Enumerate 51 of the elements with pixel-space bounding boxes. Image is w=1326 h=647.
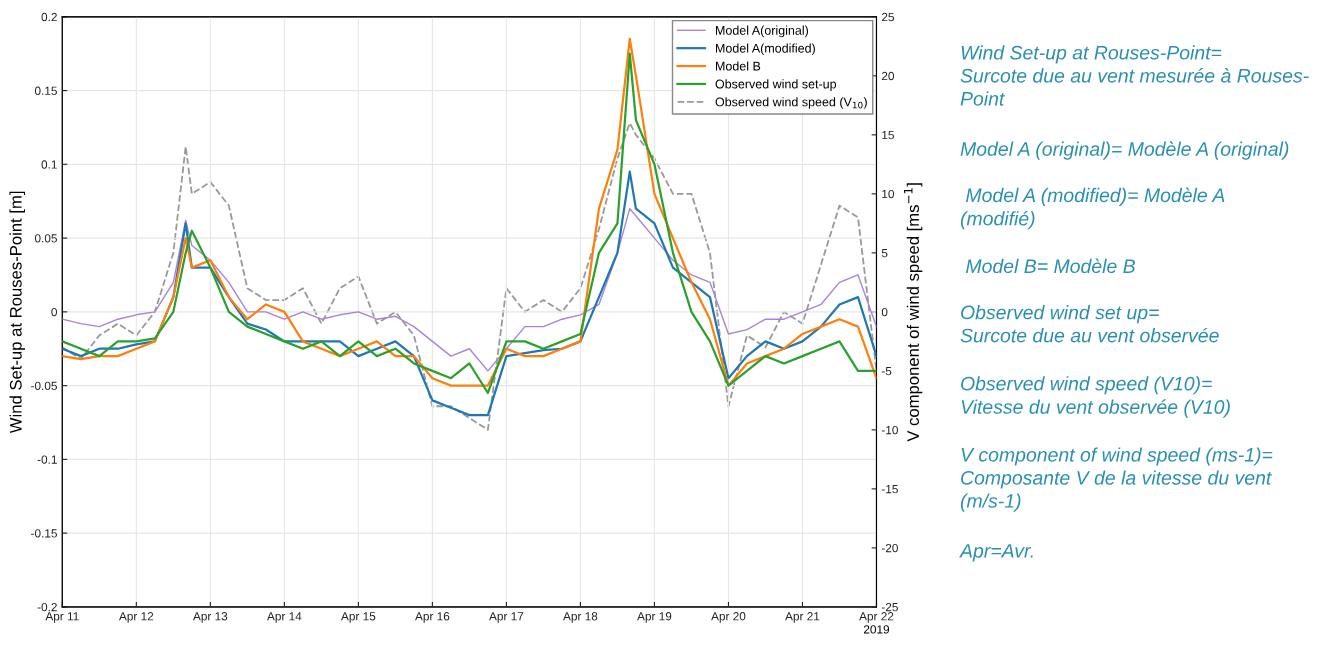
- y-axis-title: Wind Set-up at Rouses-Point [m]: [9, 191, 25, 434]
- text: Wind Set-up at Rouses-Point= Surcote due au vent mesurée à Rouses- Point: [960, 45, 1309, 106]
- x-tick-label: Apr 21: [785, 612, 820, 623]
- y2-tick-label: 20: [881, 71, 895, 81]
- y2-tick-label: 0: [881, 307, 888, 317]
- y-tick-label: 0.05: [34, 234, 57, 243]
- y2-tick-label: 15: [882, 130, 894, 140]
- y2-tick-label: -15: [881, 485, 898, 494]
- x-tick-label: Apr 20: [711, 612, 746, 623]
- x-tick-label: Apr 18: [563, 612, 598, 623]
- y-tick-label: 0.2: [41, 12, 57, 22]
- y-tick-label: 0.15: [34, 86, 57, 95]
- text: Observed wind speed (V10)= Vitesse du vent observée (V10): [961, 376, 1230, 418]
- legend-label: Observed wind set-up: [715, 79, 837, 91]
- y2-axis-title: V component of wind speed [ms$^{−1}$]: [903, 183, 923, 442]
- y-tick-label: 0: [51, 307, 57, 317]
- text: Model B= Modèle B: [966, 258, 1135, 274]
- y-tick-label: -0.2: [37, 602, 57, 612]
- x-tick-label: Apr 16: [415, 612, 450, 623]
- text: Model A (modified)= Modèle A (modifié): [960, 187, 1225, 230]
- text: Model A (original)= Modèle A (original): [960, 141, 1289, 160]
- y2-tick-label: 25: [881, 12, 894, 22]
- y-tick-label: -0.1: [37, 455, 57, 464]
- text: V component of wind speed (ms-1)= Composante V de la vitesse du vent (m/s-1): [960, 447, 1273, 512]
- legend-label: Model A(modified): [716, 43, 815, 56]
- y-tick-label: -0.05: [31, 381, 57, 391]
- x-tick-label: Apr 14: [267, 612, 302, 623]
- legend-label: Model A(original): [716, 25, 809, 38]
- line-series: [62, 170, 877, 417]
- y2-tick-label: -20: [881, 543, 898, 553]
- legend-label: Model B: [716, 61, 761, 71]
- y2-tick-label: 5: [881, 249, 888, 258]
- text: 2019: [863, 625, 890, 634]
- x-tick-label: Apr 22: [859, 612, 894, 623]
- y2-tick-label: 10: [882, 189, 895, 199]
- y2-tick-label: -5: [881, 367, 892, 376]
- x-tick-label: Apr 12: [118, 612, 154, 623]
- x-tick-label: Apr 17: [489, 612, 524, 623]
- y2-tick-label: -25: [881, 602, 898, 612]
- y2-tick-label: -10: [881, 425, 898, 435]
- y-tick-label: 0.1: [41, 160, 57, 169]
- x-tick-label: Apr 11: [45, 612, 79, 623]
- x-tick-label: Apr 19: [637, 612, 672, 623]
- y-tick-label: -0.15: [31, 529, 57, 538]
- line-series: [62, 207, 877, 372]
- legend-label: Observed wind speed (V$_{10}$): [715, 97, 867, 109]
- line-series: [62, 122, 877, 431]
- x-tick-label: Apr 13: [192, 612, 228, 623]
- text: Apr=Avr.: [959, 544, 1033, 562]
- x-tick-label: Apr 15: [341, 612, 376, 623]
- text: Observed wind set up= Surcote due au vent observée: [960, 305, 1219, 343]
